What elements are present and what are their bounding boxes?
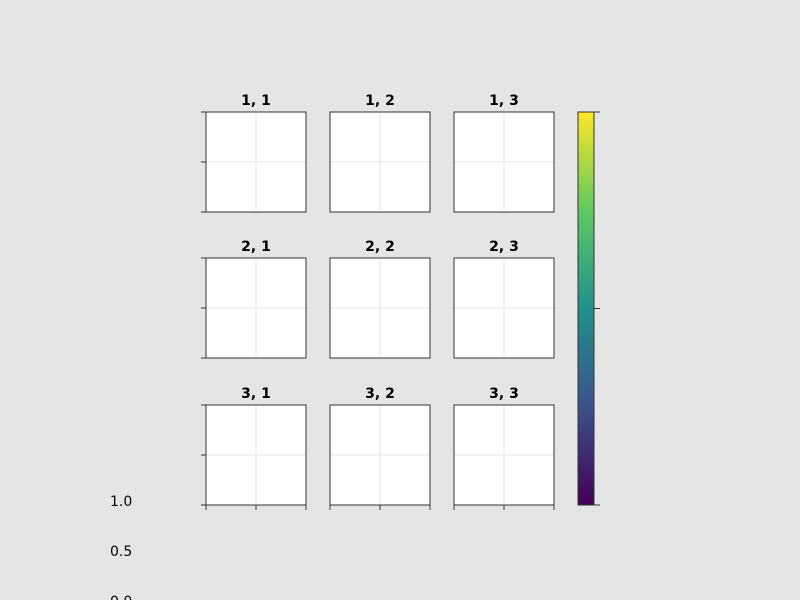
subplot: 3, 2 xyxy=(329,386,431,510)
panel-title: 3, 1 xyxy=(241,386,271,402)
colorbar xyxy=(577,111,600,506)
tick-label: 0.5 xyxy=(110,544,132,560)
plot-frame xyxy=(329,257,431,359)
panel-title: 1, 1 xyxy=(241,93,271,109)
subplot: 2, 1 xyxy=(201,239,307,359)
panel-title: 3, 3 xyxy=(489,386,519,402)
panel-title: 2, 1 xyxy=(241,239,271,255)
subplot: 1, 3 xyxy=(453,93,555,213)
subplot: 3, 3 xyxy=(453,386,555,510)
panel-grid: 1, 1 1, 2 1, 3 2, 1 2, 2 2, 3 3, 1 3, 2 3, 3 xyxy=(201,93,555,510)
plot-frame xyxy=(329,111,431,213)
panel-title: 1, 3 xyxy=(489,93,519,109)
colorbar-gradient xyxy=(577,111,595,506)
subplot: 1, 1 xyxy=(201,93,307,213)
subplot: 1, 2 xyxy=(329,93,431,213)
panel-title: 1, 2 xyxy=(365,93,395,109)
panel-title: 2, 3 xyxy=(489,239,519,255)
plot-frame xyxy=(453,257,555,359)
panel-title: 3, 2 xyxy=(365,386,395,402)
panel-title: 2, 2 xyxy=(365,239,395,255)
tick-labels: 1.0 0.5 0.0 xyxy=(110,494,132,600)
subplot: 3, 1 xyxy=(201,386,307,510)
tick-label: 1.0 xyxy=(110,494,132,510)
subplot: 2, 2 xyxy=(329,239,431,359)
plot-frame xyxy=(453,111,555,213)
subplot: 2, 3 xyxy=(453,239,555,359)
tick-label: 0.0 xyxy=(110,594,132,600)
